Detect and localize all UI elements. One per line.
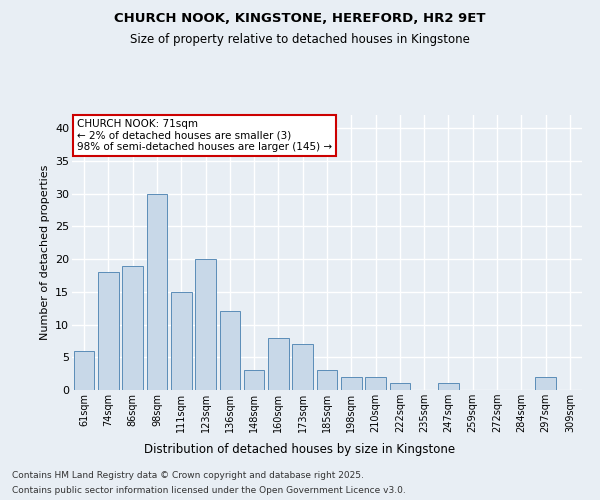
Bar	[317, 370, 337, 390]
Text: Distribution of detached houses by size in Kingstone: Distribution of detached houses by size …	[145, 442, 455, 456]
Bar	[220, 312, 240, 390]
Bar	[438, 384, 459, 390]
Bar	[389, 384, 410, 390]
Bar	[365, 377, 386, 390]
Bar	[122, 266, 143, 390]
Bar	[268, 338, 289, 390]
Bar	[341, 377, 362, 390]
Text: CHURCH NOOK: 71sqm
← 2% of detached houses are smaller (3)
98% of semi-detached : CHURCH NOOK: 71sqm ← 2% of detached hous…	[77, 119, 332, 152]
Bar	[244, 370, 265, 390]
Y-axis label: Number of detached properties: Number of detached properties	[40, 165, 50, 340]
Bar	[292, 344, 313, 390]
Bar	[98, 272, 119, 390]
Text: Contains HM Land Registry data © Crown copyright and database right 2025.: Contains HM Land Registry data © Crown c…	[12, 471, 364, 480]
Text: CHURCH NOOK, KINGSTONE, HEREFORD, HR2 9ET: CHURCH NOOK, KINGSTONE, HEREFORD, HR2 9E…	[114, 12, 486, 26]
Bar	[535, 377, 556, 390]
Bar	[74, 350, 94, 390]
Bar	[171, 292, 191, 390]
Bar	[195, 259, 216, 390]
Text: Contains public sector information licensed under the Open Government Licence v3: Contains public sector information licen…	[12, 486, 406, 495]
Text: Size of property relative to detached houses in Kingstone: Size of property relative to detached ho…	[130, 32, 470, 46]
Bar	[146, 194, 167, 390]
